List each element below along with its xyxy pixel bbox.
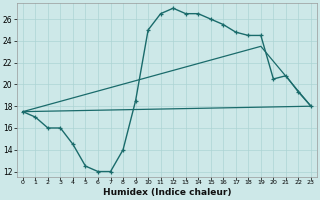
X-axis label: Humidex (Indice chaleur): Humidex (Indice chaleur) <box>103 188 231 197</box>
